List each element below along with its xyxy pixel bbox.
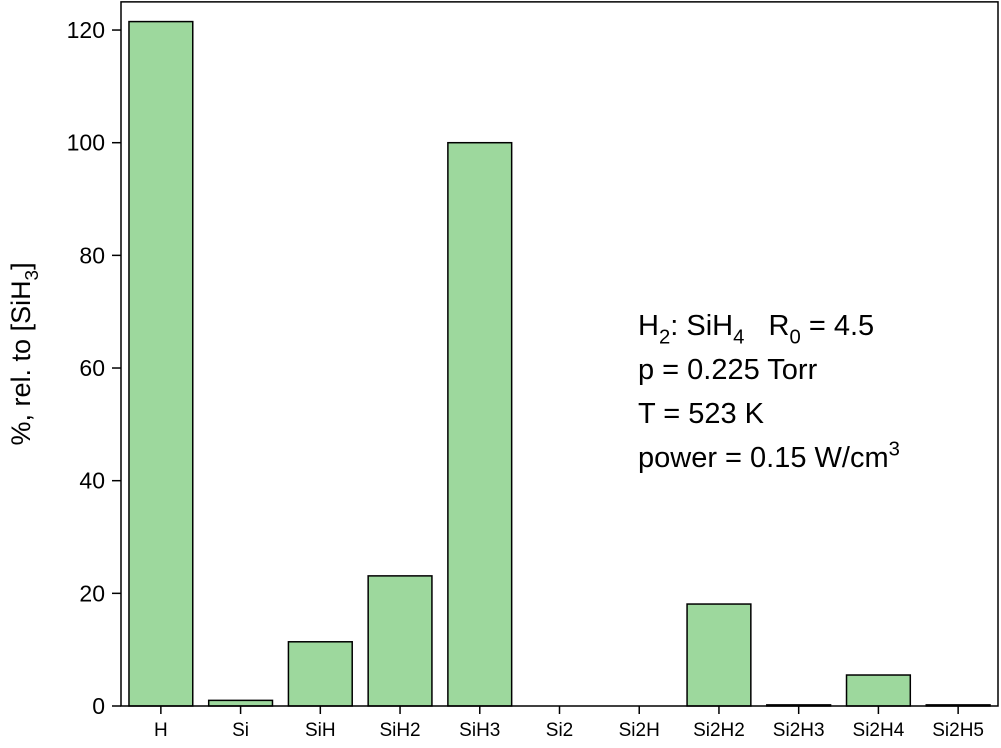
text-part: 3 [889, 438, 900, 460]
bar [845, 674, 912, 707]
text-part: 3 [22, 270, 43, 281]
text-part: %, rel. to [SiH [6, 280, 36, 445]
text-part: p = 0.225 Torr [638, 354, 818, 386]
x-tick-label: Si [232, 720, 249, 741]
bar [447, 141, 513, 707]
x-tick-label: SiH2 [379, 720, 420, 741]
x-tick-label: SiH [305, 720, 336, 741]
text-part: 0 [789, 327, 800, 349]
y-tick-label: 80 [79, 242, 105, 268]
annotation: power = 0.15 W/cm3​ [638, 438, 900, 474]
y-tick-label: 120 [67, 17, 105, 43]
text-part: 4 [733, 327, 744, 349]
x-tick-label: Si2H5 [932, 720, 984, 741]
text-part: power = 0.15 W/cm [638, 442, 889, 474]
text-part: ] [6, 262, 36, 270]
bar [128, 20, 194, 707]
y-tick-label: 60 [79, 355, 105, 381]
x-tick-label: Si2H4 [853, 720, 905, 741]
y-tick-label: 20 [79, 580, 105, 606]
bar [686, 603, 752, 707]
x-tick-label: H [154, 720, 168, 741]
x-tick-label: Si2H3 [773, 720, 825, 741]
text-part: T = 523 K [638, 398, 765, 430]
text-part: : SiH [670, 310, 733, 342]
y-tick-label: 0 [92, 693, 105, 719]
text-part: R [744, 310, 789, 342]
plot-frame [120, 1, 999, 707]
y-axis-label: %, rel. to [SiH3​] [6, 262, 43, 445]
x-tick-label: SiH3 [459, 720, 500, 741]
text-part: H [638, 310, 659, 342]
bar [287, 641, 353, 707]
text-part: 2 [659, 327, 670, 349]
text-part: = 4.5 [801, 310, 874, 342]
bar [367, 575, 433, 707]
bar [207, 699, 274, 707]
y-tick-label: 40 [79, 468, 105, 494]
annotation: T = 523 K [638, 398, 765, 430]
annotation: p = 0.225 Torr [638, 354, 818, 386]
x-tick-label: Si2 [546, 720, 573, 741]
annotation: H2​: SiH4​ R0​ = 4.5 [638, 310, 874, 349]
x-tick-label: Si2H [619, 720, 660, 741]
x-tick-label: Si2H2 [693, 720, 745, 741]
y-tick-label: 100 [67, 130, 105, 156]
